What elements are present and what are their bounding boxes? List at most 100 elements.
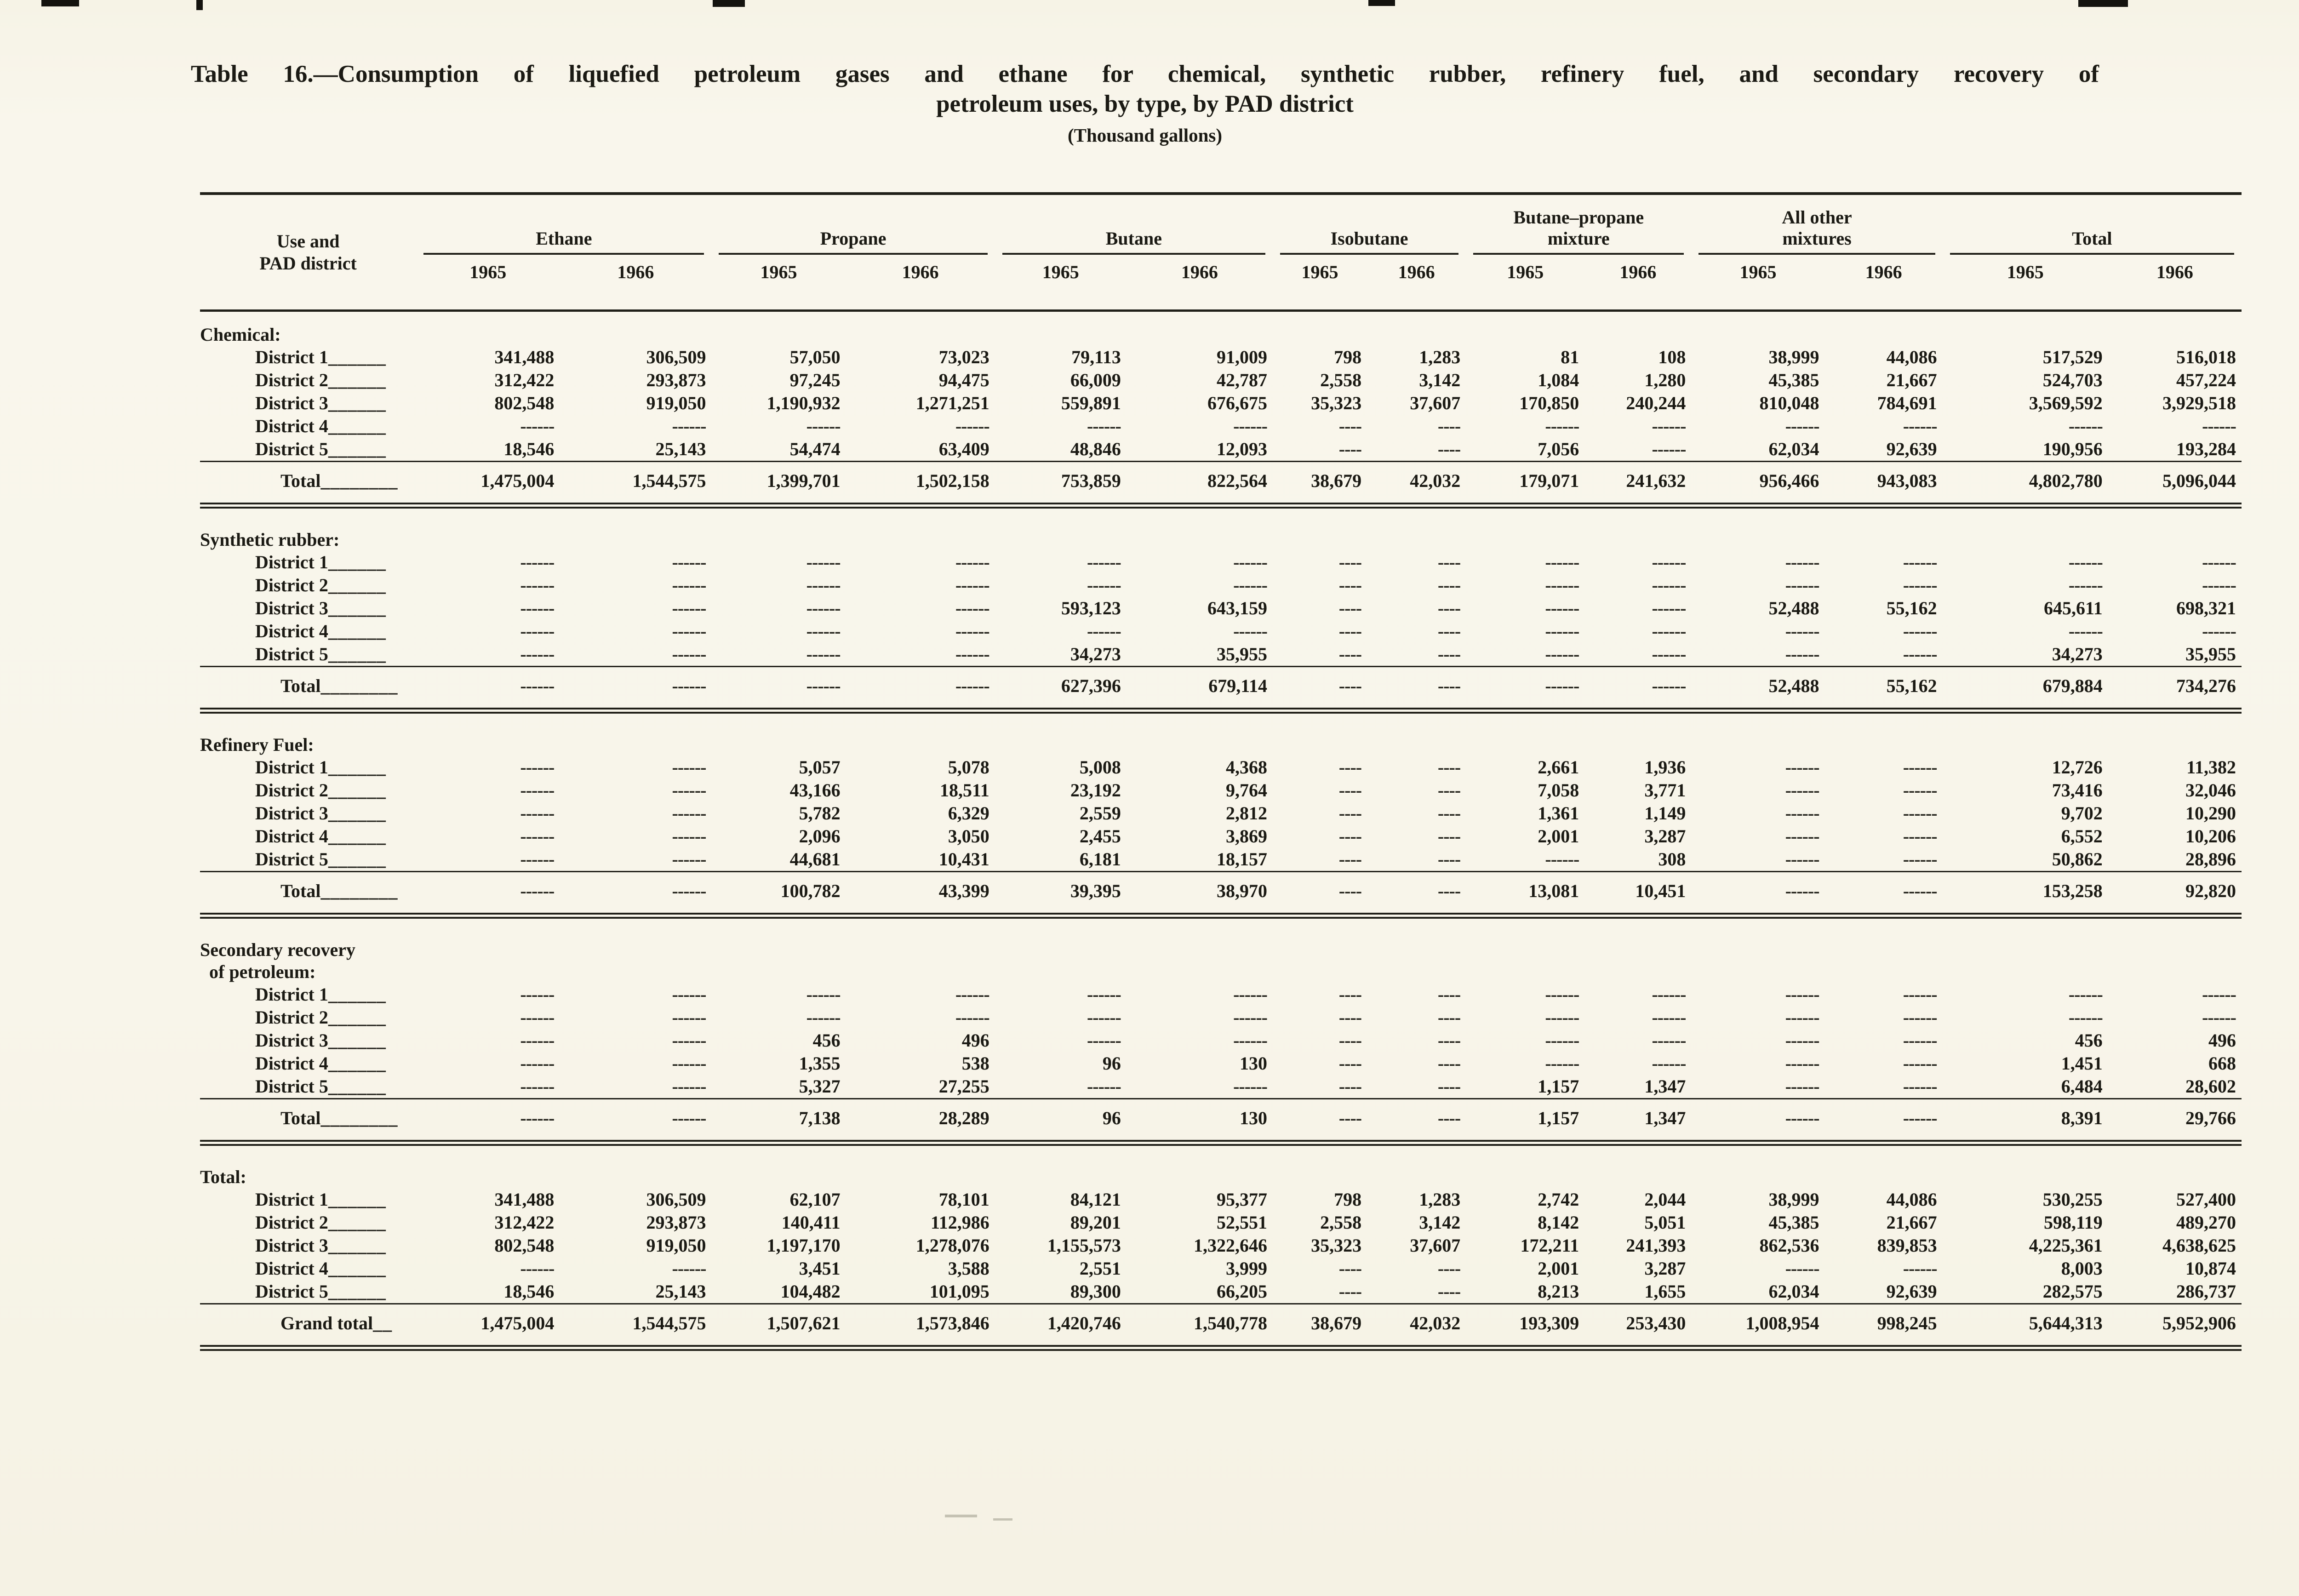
value-cell: 784,691: [1877, 393, 1937, 413]
total-value-cell: 1,502,158: [846, 461, 995, 498]
total-value-cell: 1,475,004: [416, 461, 560, 498]
value-cell: ------: [520, 780, 555, 801]
total-value-cell: ------: [416, 1098, 560, 1135]
row-label-text: District 5: [255, 1281, 328, 1302]
value-cell: 25,143: [655, 439, 706, 459]
value-cell: 282,575: [2042, 1281, 2103, 1302]
year-header: 1965: [1273, 255, 1367, 312]
value-cell: 21,667: [1886, 370, 1937, 390]
total-value-cell: 627,396: [995, 666, 1127, 703]
value-cell: 37,607: [1410, 1235, 1461, 1256]
table-row: District 4______ ------ ------ 2,096 3,050 2,…: [200, 825, 2242, 848]
value-cell: 7,058: [1538, 780, 1579, 801]
row-label: District 2______: [200, 574, 416, 597]
total-value-cell: 679,114: [1126, 666, 1273, 703]
value-cell: 130: [1240, 1053, 1267, 1074]
value-cell: ------: [672, 644, 707, 664]
value-cell: ------: [520, 1076, 555, 1097]
value-cell: ----: [1338, 575, 1362, 595]
value-cell: 1,280: [1644, 370, 1686, 390]
row-label-text: District 5: [255, 439, 328, 459]
value-cell: 6,552: [2061, 826, 2103, 847]
section-label: Refinery Fuel:: [200, 734, 314, 755]
value-cell: ------: [1545, 1053, 1579, 1074]
total-label-text: Total: [280, 881, 321, 901]
total-value-cell: ------: [560, 666, 712, 703]
value-cell: 2,001: [1538, 1258, 1579, 1279]
value-cell: ------: [672, 552, 707, 572]
total-value-cell: 956,466: [1691, 461, 1825, 498]
value-cell: 1,149: [1644, 803, 1686, 824]
row-label-text: District 3: [255, 1030, 328, 1051]
total-value-cell: ------: [846, 666, 995, 703]
value-cell: ------: [520, 575, 555, 595]
value-cell: 3,569,592: [2029, 393, 2103, 413]
total-value-cell: ------: [1824, 1098, 1943, 1135]
value-cell: ----: [1437, 552, 1461, 572]
value-cell: 104,482: [780, 1281, 841, 1302]
value-cell: ------: [672, 757, 707, 778]
total-value-cell: 679,884: [1942, 666, 2108, 703]
value-cell: 293,873: [646, 370, 706, 390]
value-cell: ------: [672, 575, 707, 595]
value-cell: ------: [1903, 1258, 1938, 1279]
value-cell: ------: [1652, 644, 1686, 664]
value-cell: 2,559: [1079, 803, 1121, 824]
row-label-leader: ______: [328, 439, 386, 459]
value-cell: 593,123: [1061, 598, 1121, 618]
value-cell: 1,157: [1538, 1076, 1579, 1097]
value-cell: ------: [520, 416, 555, 436]
total-row-label: Total________: [200, 666, 417, 703]
value-cell: ------: [520, 552, 555, 572]
total-value-cell: 1,157: [1466, 1098, 1585, 1135]
total-value-cell: 241,632: [1584, 461, 1692, 498]
total-value-cell: 1,399,701: [711, 461, 846, 498]
value-cell: 559,891: [1061, 393, 1121, 413]
row-label-text: District 1: [255, 1189, 328, 1210]
row-label: District 3______: [200, 392, 416, 415]
value-cell: ------: [806, 416, 841, 436]
value-cell: ------: [1087, 1030, 1121, 1051]
total-value-cell: 52,488: [1691, 666, 1825, 703]
value-cell: ----: [1437, 803, 1461, 824]
value-cell: 643,159: [1207, 598, 1267, 618]
row-label-leader: ______: [328, 644, 386, 664]
section-divider-row: [200, 908, 2242, 927]
value-cell: 81: [1561, 347, 1579, 367]
value-cell: ------: [672, 1053, 707, 1074]
row-label: District 3______: [200, 1029, 416, 1052]
value-cell: 306,509: [646, 1189, 706, 1210]
value-cell: ----: [1338, 803, 1362, 824]
total-value-cell: ------: [1824, 871, 1943, 908]
value-cell: 6,181: [1079, 849, 1121, 870]
value-cell: ------: [955, 621, 990, 641]
total-label-leader: ________: [320, 675, 398, 696]
total-value-cell: 1,544,575: [560, 461, 712, 498]
row-label: District 2______: [200, 369, 416, 392]
value-cell: 2,001: [1538, 826, 1579, 847]
value-cell: 3,050: [948, 826, 989, 847]
value-cell: ----: [1338, 984, 1362, 1005]
table-row: District 5______ ------ ------ 5,327 27,255 -…: [200, 1075, 2242, 1099]
value-cell: 193,284: [2176, 439, 2236, 459]
consumption-table: Use and PAD district Ethane Propane Butane I…: [200, 192, 2242, 1359]
value-cell: 23,192: [1070, 780, 1121, 801]
value-cell: ------: [1652, 1007, 1686, 1028]
total-value-cell: 193,309: [1466, 1303, 1585, 1340]
scan-smudge: [993, 1518, 1012, 1521]
row-label-leader: ______: [328, 1076, 386, 1097]
value-cell: ------: [1545, 598, 1579, 618]
value-cell: ----: [1338, 826, 1362, 847]
value-cell: 1,283: [1419, 1189, 1461, 1210]
row-label: District 3______: [200, 597, 416, 620]
section-divider-row: [200, 703, 2242, 722]
value-cell: ------: [672, 621, 707, 641]
row-label: District 5______: [200, 643, 416, 667]
value-cell: ----: [1437, 416, 1461, 436]
value-cell: 1,655: [1644, 1281, 1686, 1302]
scan-artifact: [2078, 0, 2128, 7]
value-cell: 172,211: [1520, 1235, 1579, 1256]
section-total-row: Grand total__ 1,475,004 1,544,575 1,507,621…: [200, 1303, 2242, 1340]
value-cell: ----: [1338, 780, 1362, 801]
